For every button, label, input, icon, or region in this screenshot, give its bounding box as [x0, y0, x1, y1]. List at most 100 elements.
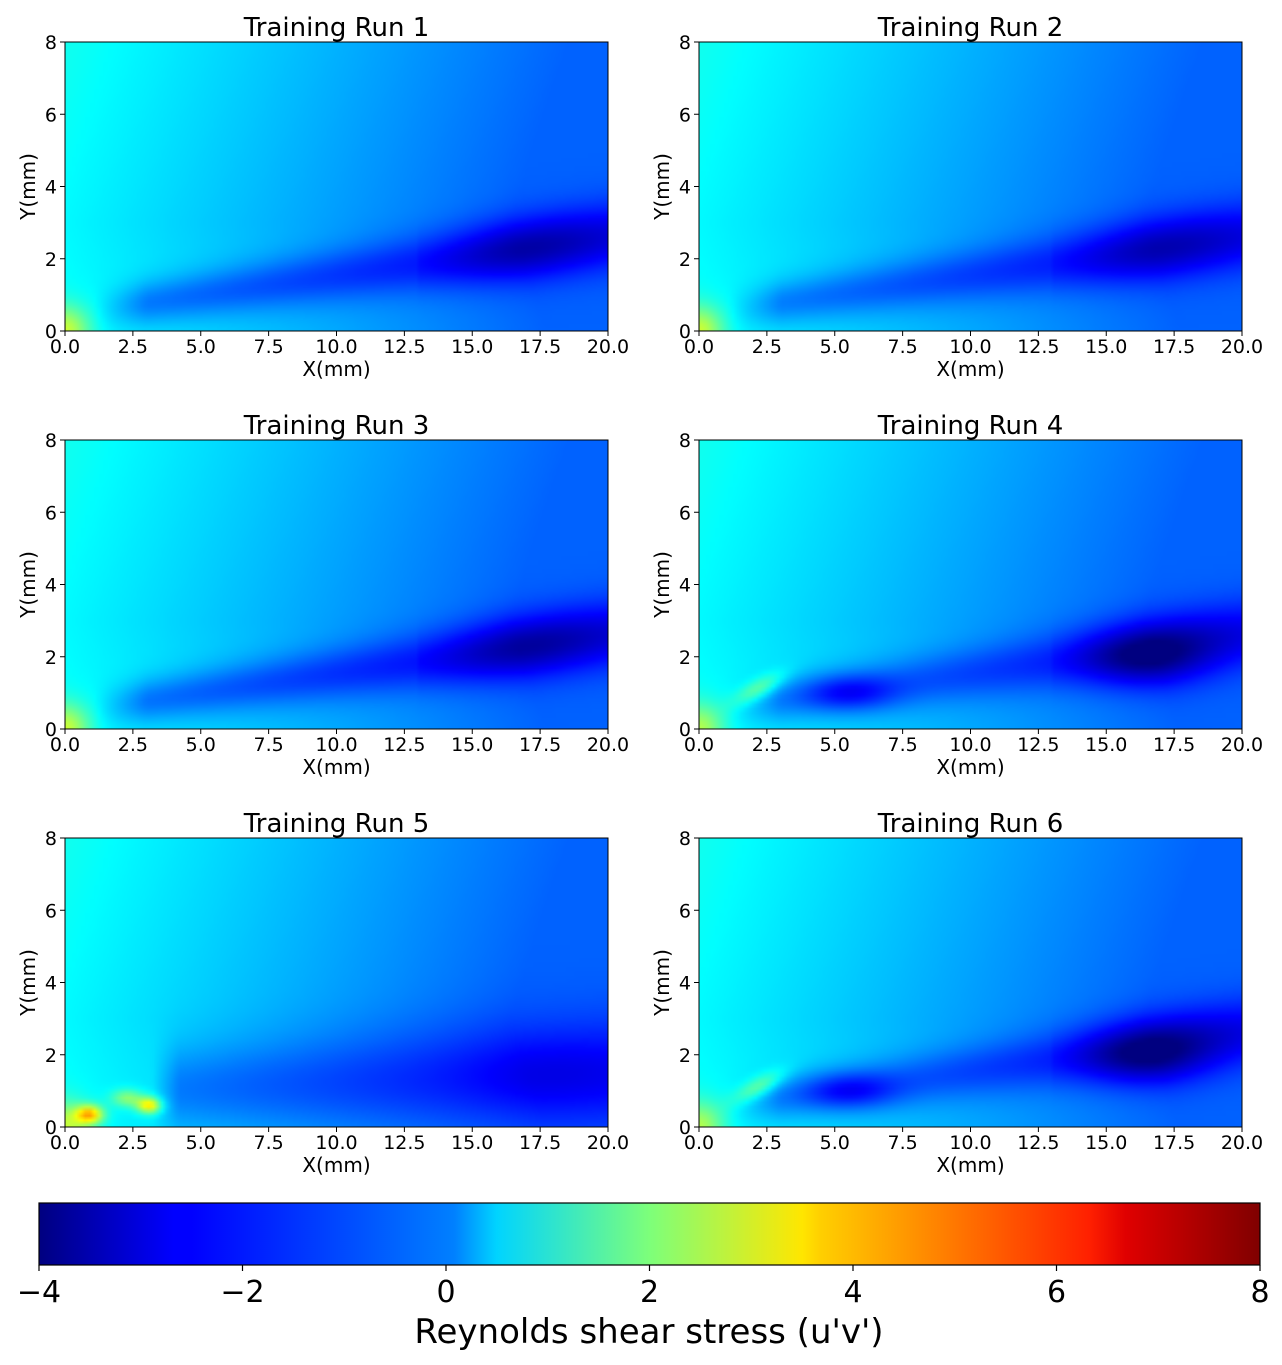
x-tick-label: 12.5: [383, 336, 425, 358]
y-tick-label: 0: [679, 321, 691, 343]
x-tick-label: 10.0: [949, 336, 991, 358]
x-tick-label: 17.5: [519, 336, 561, 358]
y-tick-label: 0: [679, 1117, 691, 1139]
x-tick-label: 15.0: [451, 336, 493, 358]
colorbar-tick-label: 4: [843, 1275, 862, 1310]
panel-5: Training Run 5 0.0 2.5 5.0 7.5 10.0 12.5 15.0 17…: [16, 809, 629, 1177]
x-tick-label: 0.0: [684, 336, 714, 358]
x-tick-label: 17.5: [519, 1132, 561, 1154]
x-tick-label: 5.0: [820, 734, 850, 756]
x-tick-label: 7.5: [888, 336, 918, 358]
x-tick-label: 0.0: [684, 734, 714, 756]
x-tick-label: 15.0: [1085, 734, 1127, 756]
y-tick-label: 8: [679, 32, 691, 54]
x-tick-label: 20.0: [587, 336, 629, 358]
y-axis-label: Y(mm): [16, 153, 40, 221]
y-tick-label: 6: [45, 502, 57, 524]
panel-title: Training Run 4: [877, 411, 1064, 441]
colorbar-tick-label: 0: [436, 1275, 455, 1310]
x-tick-label: 0.0: [50, 336, 80, 358]
x-tick-label: 17.5: [1153, 1132, 1195, 1154]
heatmap-image: [699, 42, 1242, 331]
x-tick-label: 2.5: [118, 734, 148, 756]
x-tick-label: 7.5: [254, 1132, 284, 1154]
x-tick-label: 0.0: [50, 1132, 80, 1154]
x-tick-label: 5.0: [820, 1132, 850, 1154]
y-tick-label: 6: [679, 104, 691, 126]
colorbar: −4 −2 0 2 4 6 8 Reynolds shear stress (u'v'): [17, 1202, 1270, 1352]
y-axis-label: Y(mm): [650, 153, 674, 221]
x-tick-label: 15.0: [451, 734, 493, 756]
y-axis-label: Y(mm): [650, 949, 674, 1017]
colorbar-tick-label: 2: [640, 1275, 659, 1310]
x-tick-label: 5.0: [820, 336, 850, 358]
y-tick-label: 0: [45, 1117, 57, 1139]
x-tick-label: 7.5: [888, 1132, 918, 1154]
panel-3: Training Run 3 0.0 2.5 5.0 7.5 10.0 12.5 15.0 17…: [16, 411, 629, 779]
x-tick-label: 7.5: [254, 734, 284, 756]
x-tick-label: 0.0: [50, 734, 80, 756]
heatmap-image: [65, 440, 608, 729]
x-tick-label: 12.5: [1017, 336, 1059, 358]
y-tick-label: 4: [679, 973, 691, 995]
heatmap-image: [699, 838, 1242, 1127]
x-tick-label: 12.5: [1017, 734, 1059, 756]
x-axis-label: X(mm): [302, 357, 370, 381]
x-tick-label: 17.5: [519, 734, 561, 756]
y-tick-label: 4: [679, 575, 691, 597]
y-tick-label: 0: [45, 719, 57, 741]
colorbar-tick-label: −4: [17, 1275, 61, 1310]
panel-4: Training Run 4 0.0 2.5 5.0 7.5 10.0 12.5 15.0 17…: [650, 411, 1263, 779]
x-tick-label: 2.5: [118, 1132, 148, 1154]
x-tick-label: 17.5: [1153, 336, 1195, 358]
y-axis-label: Y(mm): [16, 949, 40, 1017]
x-axis-label: X(mm): [936, 755, 1004, 779]
y-tick-label: 4: [45, 177, 57, 199]
panel-6: Training Run 6 0.0 2.5 5.0 7.5 10.0 12.5 15.0 17…: [650, 809, 1263, 1177]
y-tick-label: 4: [45, 575, 57, 597]
x-tick-label: 20.0: [1221, 1132, 1263, 1154]
panel-title: Training Run 6: [877, 809, 1064, 839]
colorbar-tick-label: 6: [1047, 1275, 1066, 1310]
x-tick-label: 5.0: [186, 734, 216, 756]
panel-title: Training Run 1: [243, 13, 430, 43]
x-tick-label: 10.0: [315, 1132, 357, 1154]
y-tick-label: 4: [679, 177, 691, 199]
y-tick-label: 8: [45, 828, 57, 850]
x-tick-label: 10.0: [949, 734, 991, 756]
panel-title: Training Run 5: [243, 809, 430, 839]
x-tick-label: 12.5: [383, 1132, 425, 1154]
x-axis-label: X(mm): [302, 755, 370, 779]
y-tick-label: 2: [679, 249, 691, 271]
x-tick-label: 0.0: [684, 1132, 714, 1154]
x-tick-label: 7.5: [888, 734, 918, 756]
y-tick-label: 4: [45, 973, 57, 995]
heatmap-image: [65, 42, 608, 331]
heatmap-image: [699, 440, 1242, 729]
y-tick-label: 2: [45, 647, 57, 669]
x-tick-label: 15.0: [1085, 1132, 1127, 1154]
x-tick-label: 15.0: [1085, 336, 1127, 358]
y-axis-label: Y(mm): [16, 551, 40, 619]
panel-title: Training Run 2: [877, 13, 1064, 43]
y-tick-label: 6: [679, 502, 691, 524]
y-tick-label: 2: [679, 647, 691, 669]
x-tick-label: 10.0: [315, 734, 357, 756]
x-axis-label: X(mm): [936, 357, 1004, 381]
panel-title: Training Run 3: [243, 411, 430, 441]
x-axis-label: X(mm): [936, 1153, 1004, 1177]
x-tick-label: 2.5: [118, 336, 148, 358]
y-axis-label: Y(mm): [650, 551, 674, 619]
x-axis-label: X(mm): [302, 1153, 370, 1177]
y-tick-label: 6: [679, 900, 691, 922]
panel-1: Training Run 1 0.0 2.5 5.0 7.5 10.0 12.5 15.0 17…: [16, 13, 629, 381]
x-tick-label: 10.0: [949, 1132, 991, 1154]
y-tick-label: 8: [45, 32, 57, 54]
colorbar-tick-label: 8: [1250, 1275, 1269, 1310]
colorbar-tick-label: −2: [220, 1275, 264, 1310]
x-tick-label: 20.0: [1221, 336, 1263, 358]
colorbar-gradient: [38, 1202, 1261, 1266]
x-tick-label: 10.0: [315, 336, 357, 358]
y-tick-label: 6: [45, 900, 57, 922]
